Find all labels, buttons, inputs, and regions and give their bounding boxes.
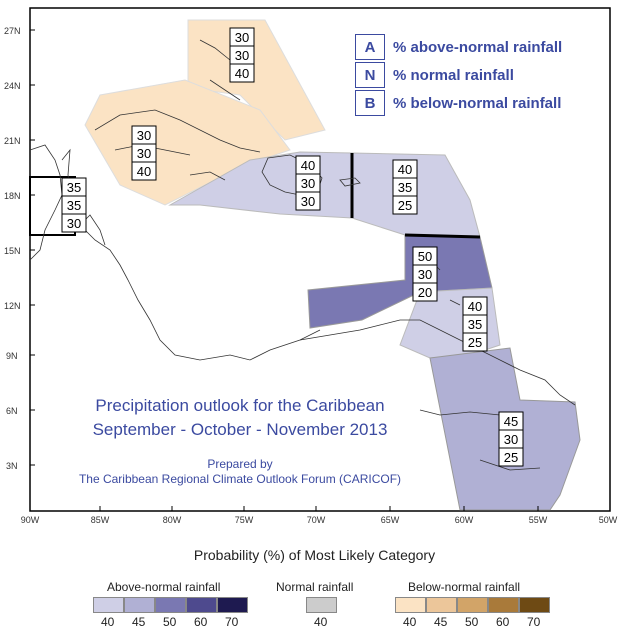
legend-title: Probability (%) of Most Likely Category xyxy=(193,547,436,563)
prob-value: 25 xyxy=(398,198,412,213)
prob-value: 40 xyxy=(301,158,315,173)
legend-normal-value: 40 xyxy=(314,615,328,629)
lat-axis: 27N 24N 21N 18N 15N 12N 9N 6N 3N xyxy=(4,26,21,471)
prepared-by: Prepared by xyxy=(207,457,273,471)
region-windward xyxy=(307,234,493,329)
prob-box-leeward: 40 35 25 xyxy=(392,159,418,215)
legend-below-swatch xyxy=(395,597,426,613)
prob-value: 30 xyxy=(301,176,315,191)
legend-below-swatch xyxy=(519,597,550,613)
legend-normal-swatch xyxy=(306,597,337,613)
legend-above-swatch xyxy=(155,597,186,613)
map-title-line2: September - October - November 2013 xyxy=(92,420,388,439)
key-text: % above-normal rainfall xyxy=(393,38,563,56)
key-row-below: B % below-normal rainfall xyxy=(355,90,561,116)
lat-tick: 12N xyxy=(4,301,21,311)
prob-value: 25 xyxy=(504,450,518,465)
legend-above-swatch xyxy=(217,597,248,613)
prob-value: 30 xyxy=(137,146,151,161)
lat-tick: 9N xyxy=(6,351,18,361)
legend-below-value: 50 xyxy=(465,615,479,629)
key-text: % normal rainfall xyxy=(393,66,514,84)
prob-value: 30 xyxy=(418,267,432,282)
legend-below-swatch xyxy=(488,597,519,613)
lon-tick: 55W xyxy=(529,515,548,525)
lon-tick: 60W xyxy=(455,515,474,525)
prob-value: 30 xyxy=(137,128,151,143)
caribbean-map: 27N 24N 21N 18N 15N 12N 9N 6N 3N 90W 85W… xyxy=(4,7,618,525)
lat-tick: 21N xyxy=(4,136,21,146)
key-letter: N xyxy=(355,62,385,88)
prob-value: 30 xyxy=(504,432,518,447)
legend-below-title: Below-normal rainfall xyxy=(408,580,521,594)
lat-tick: 15N xyxy=(4,246,21,256)
key-letter: A xyxy=(355,34,385,60)
prob-value: 40 xyxy=(398,162,412,177)
lon-tick: 90W xyxy=(21,515,40,525)
key-text: % below-normal rainfall xyxy=(393,94,562,112)
prob-value: 40 xyxy=(468,299,482,314)
lat-tick: 24N xyxy=(4,81,21,91)
prob-value: 35 xyxy=(468,317,482,332)
legend-below-value: 40 xyxy=(403,615,417,629)
lon-tick: 65W xyxy=(381,515,400,525)
legend-above-swatch xyxy=(186,597,217,613)
lat-tick: 6N xyxy=(6,406,18,416)
prob-value: 30 xyxy=(301,194,315,209)
lon-tick: 85W xyxy=(91,515,110,525)
key-letter: B xyxy=(355,90,385,116)
organization: The Caribbean Regional Climate Outlook F… xyxy=(78,472,402,486)
prob-value: 50 xyxy=(418,249,432,264)
map-title-line1: Precipitation outlook for the Caribbean xyxy=(95,396,385,415)
lon-tick: 50W xyxy=(599,515,618,525)
legend-below-swatch xyxy=(426,597,457,613)
lon-axis: 90W 85W 80W 75W 70W 65W 60W 55W 50W xyxy=(21,515,618,525)
key-row-normal: N % normal rainfall xyxy=(355,62,514,88)
prob-value: 30 xyxy=(235,48,249,63)
prob-box-trinidad: 40 35 25 xyxy=(462,296,488,352)
lat-tick: 18N xyxy=(4,191,21,201)
lon-tick: 80W xyxy=(163,515,182,525)
prob-value: 30 xyxy=(235,30,249,45)
divider-windward xyxy=(404,233,481,239)
legend-above-title: Above-normal rainfall xyxy=(107,580,221,594)
legend-above-value: 40 xyxy=(101,615,115,629)
legend-below-swatch xyxy=(457,597,488,613)
legend-above-value: 45 xyxy=(132,615,146,629)
key-row-above: A % above-normal rainfall xyxy=(355,34,562,60)
lon-tick: 75W xyxy=(235,515,254,525)
legend-normal-title: Normal rainfall xyxy=(276,580,354,594)
prob-box-cuba: 30 30 40 xyxy=(131,125,157,181)
prob-value: 20 xyxy=(418,285,432,300)
lat-tick: 27N xyxy=(4,26,21,36)
prob-box-bahamas: 30 30 40 xyxy=(229,27,255,83)
legend-above-swatch xyxy=(124,597,155,613)
legend-below-value: 45 xyxy=(434,615,448,629)
legend-below-value: 60 xyxy=(496,615,510,629)
legend-above-value: 70 xyxy=(225,615,239,629)
prob-box-hispaniola: 40 30 30 xyxy=(295,155,321,211)
lat-tick: 3N xyxy=(6,461,18,471)
prob-value: 25 xyxy=(468,335,482,350)
legend-above-value: 60 xyxy=(194,615,208,629)
legend-above-value: 50 xyxy=(163,615,177,629)
legend-above-swatch xyxy=(93,597,124,613)
prob-value: 35 xyxy=(67,198,81,213)
prob-box-guianas: 45 30 25 xyxy=(498,411,524,467)
prob-box-belize: 35 35 30 xyxy=(61,177,87,233)
legend-below-value: 70 xyxy=(527,615,541,629)
prob-value: 45 xyxy=(504,414,518,429)
prob-value: 35 xyxy=(398,180,412,195)
prob-value: 30 xyxy=(67,216,81,231)
prob-value: 40 xyxy=(137,164,151,179)
prob-box-windward: 50 30 20 xyxy=(412,246,438,302)
prob-value: 40 xyxy=(235,66,249,81)
lon-tick: 70W xyxy=(307,515,326,525)
prob-value: 35 xyxy=(67,180,81,195)
